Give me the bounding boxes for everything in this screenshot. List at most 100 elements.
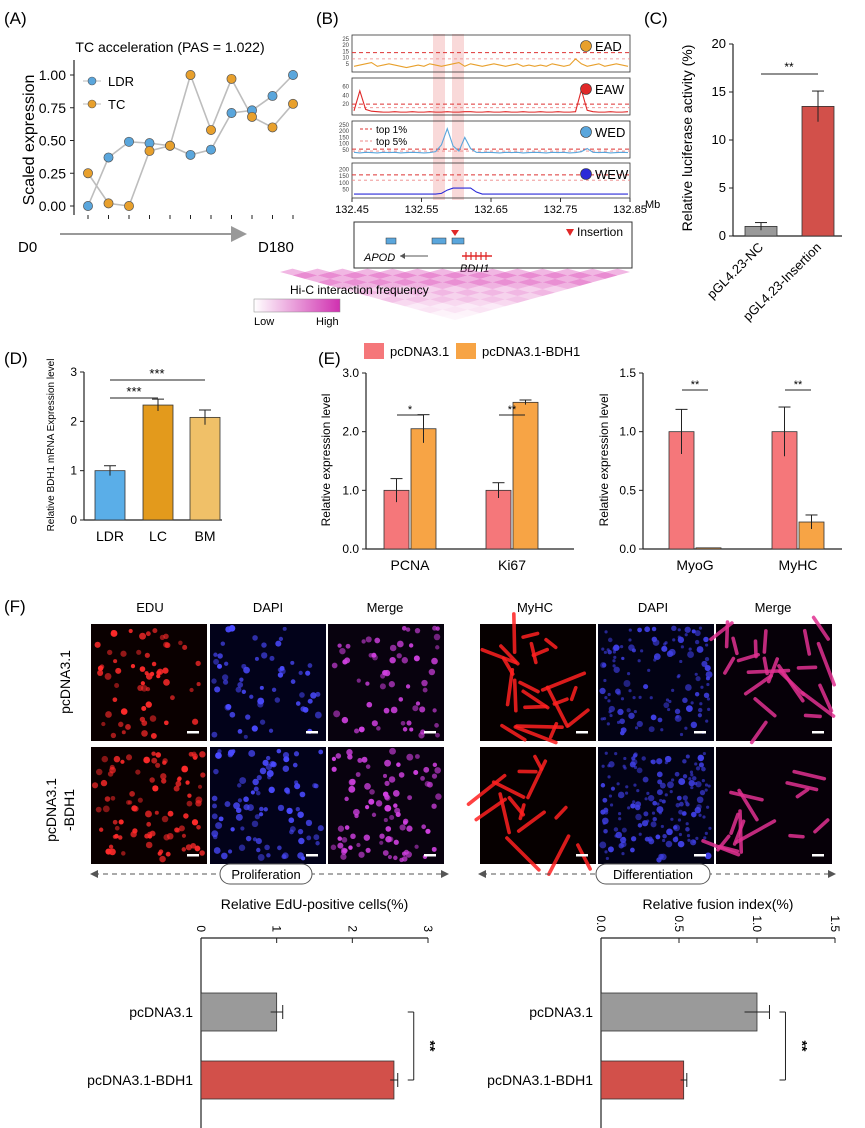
nucleus — [175, 780, 182, 787]
nucleus — [679, 801, 684, 807]
nucleus — [697, 754, 705, 762]
nucleus — [337, 643, 342, 648]
nucleus — [222, 679, 229, 685]
hic-cell — [442, 306, 468, 314]
track-ytick-label: 50 — [342, 187, 349, 193]
nucleus — [396, 640, 404, 648]
nucleus — [274, 697, 281, 703]
hic-cell — [467, 272, 493, 279]
track-ytick-label: 20 — [342, 102, 349, 108]
nucleus — [265, 755, 271, 761]
series-point-tc — [165, 140, 175, 151]
nucleus — [167, 810, 174, 817]
nucleus — [705, 676, 710, 681]
myotube — [554, 805, 568, 820]
nucleus — [159, 634, 165, 641]
nucleus — [139, 632, 147, 640]
nucleus — [690, 721, 698, 729]
nucleus — [216, 663, 223, 669]
chart-c-ytick-label: 20 — [712, 36, 726, 51]
nucleus — [379, 840, 384, 845]
nucleus — [297, 852, 304, 859]
nucleus — [229, 711, 236, 718]
nucleus — [677, 674, 681, 678]
proliferation-pill — [219, 863, 313, 885]
series-point-ldr — [226, 108, 237, 118]
legend-ldr-label: LDR — [108, 74, 134, 89]
nucleus — [358, 851, 365, 858]
nucleus — [94, 641, 101, 648]
nucleus — [145, 701, 152, 708]
arrow-left-icon — [90, 870, 98, 878]
nucleus — [189, 687, 194, 693]
nucleus — [702, 751, 706, 756]
nucleus — [678, 809, 683, 815]
nucleus — [199, 850, 205, 856]
nucleus — [393, 803, 398, 808]
nucleus — [681, 812, 686, 816]
micro-image-dapi — [210, 624, 326, 741]
nucleus — [415, 701, 421, 706]
nucleus — [368, 798, 375, 805]
nucleus — [298, 670, 303, 676]
nucleus — [239, 677, 244, 682]
hic-cell — [417, 306, 443, 314]
nucleus — [653, 658, 657, 662]
nucleus — [335, 753, 342, 759]
series-point-tc — [226, 73, 237, 84]
nucleus — [700, 685, 704, 689]
scale-bar — [576, 731, 588, 734]
nucleus — [643, 684, 649, 690]
series-point-tc — [103, 198, 114, 209]
nucleus — [600, 783, 606, 788]
microscopy-grid: EDU DAPI Merge MyHC DAPI Merge pcDNA3.1 … — [43, 600, 837, 885]
nucleus — [259, 685, 264, 690]
nucleus — [601, 647, 605, 651]
nucleus — [634, 726, 639, 730]
nucleus — [156, 673, 161, 679]
nucleus — [382, 773, 388, 778]
f1Plot-bar — [200, 992, 278, 1032]
chart-d-xtick-label: BM — [195, 528, 216, 544]
track-ytick-label: 200 — [339, 129, 350, 135]
hic-cell — [467, 306, 493, 314]
nucleus — [620, 644, 624, 649]
nucleus — [604, 630, 608, 634]
hic-cell — [380, 268, 405, 276]
hic-cell — [480, 289, 505, 296]
nucleus — [257, 701, 264, 708]
track-ytick-label: 100 — [339, 142, 350, 148]
nucleus — [120, 650, 127, 657]
nucleus — [642, 776, 649, 783]
myotube — [777, 669, 806, 697]
nucleus — [132, 828, 138, 834]
nucleus — [379, 683, 386, 690]
nucleus — [393, 855, 398, 861]
nucleus — [675, 715, 679, 719]
nucleus — [144, 652, 150, 658]
hic-cell — [330, 268, 355, 276]
f2Plot-category-label: pcDNA3.1 — [529, 1004, 593, 1020]
nucleus — [434, 767, 441, 774]
nucleus — [641, 756, 646, 761]
nucleus — [104, 672, 112, 680]
nucleus — [621, 852, 625, 856]
myotube — [501, 656, 515, 676]
scale-bar — [187, 731, 199, 734]
nucleus — [155, 752, 162, 758]
nucleus — [379, 833, 385, 839]
nucleus — [656, 806, 664, 814]
nucleus — [651, 636, 658, 643]
nucleus — [353, 808, 360, 816]
nucleus — [602, 797, 608, 803]
nucleus — [687, 651, 694, 658]
nucleus — [704, 852, 712, 860]
panel-label-e: (E) — [318, 349, 341, 368]
nucleus — [676, 795, 682, 801]
nucleus — [699, 789, 706, 796]
nucleus — [365, 847, 371, 853]
nucleus — [614, 751, 618, 756]
nucleus — [365, 636, 372, 643]
myotube — [736, 652, 760, 663]
nucleus — [684, 626, 691, 633]
